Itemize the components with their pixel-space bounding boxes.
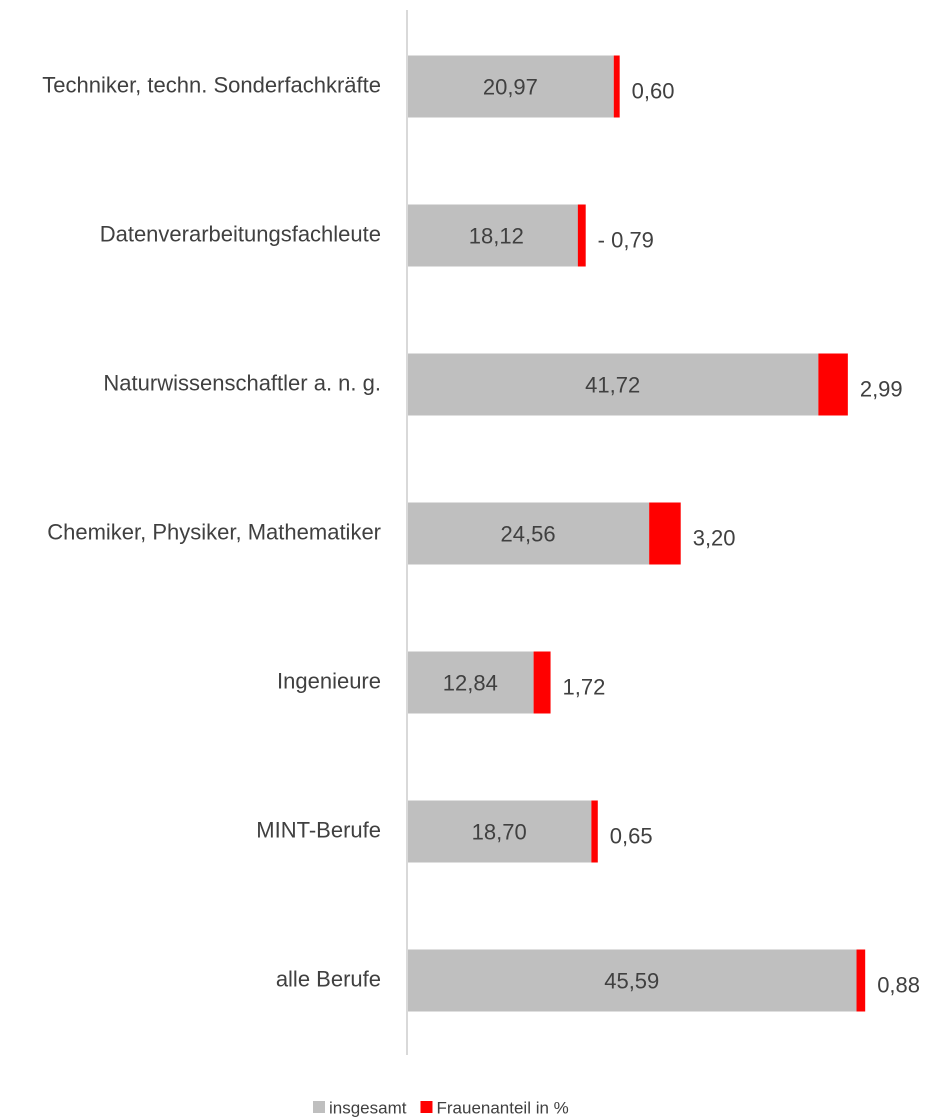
data-label: 3,20 [693, 525, 736, 550]
data-label: 18,70 [472, 819, 527, 844]
legend-swatch [313, 1101, 325, 1113]
y-tick-label: Ingenieure [277, 668, 381, 693]
data-label: 24,56 [501, 521, 556, 546]
bar-segment [649, 502, 681, 565]
data-label: 0,65 [610, 823, 653, 848]
data-label: 20,97 [483, 74, 538, 99]
y-tick-label: Naturwissenschaftler a. n. g. [103, 370, 381, 395]
legend-swatch [420, 1101, 433, 1113]
bar-segment [856, 949, 866, 1012]
y-tick-label: MINT-Berufe [256, 817, 381, 842]
y-tick-label: Chemiker, Physiker, Mathematiker [47, 519, 381, 544]
bar-segment [613, 55, 620, 118]
data-label: 41,72 [585, 372, 640, 397]
legend-label: insgesamt [329, 1098, 407, 1117]
y-tick-label: Techniker, techn. Sonderfachkräfte [42, 72, 381, 97]
bar-segment [407, 55, 614, 118]
bar-segment [818, 353, 848, 416]
y-tick-label: Datenverarbeitungsfachleute [100, 221, 381, 246]
data-label: - 0,79 [598, 227, 654, 252]
bar-segment [407, 502, 650, 565]
data-label: 0,60 [632, 78, 675, 103]
bar-segment [533, 651, 551, 714]
data-label: 18,12 [469, 223, 524, 248]
data-label: 1,72 [563, 674, 606, 699]
data-label: 0,88 [877, 972, 920, 997]
bar-segment [591, 800, 598, 863]
bar-segment [407, 204, 586, 267]
bar-segment [407, 949, 857, 1012]
data-label: 12,84 [443, 670, 498, 695]
bar-segment [407, 800, 592, 863]
bar-segment [407, 353, 819, 416]
legend-label: Frauenanteil in % [436, 1098, 568, 1117]
data-label: 45,59 [604, 968, 659, 993]
data-label: 2,99 [860, 376, 903, 401]
legend: insgesamt Frauenanteil in % [313, 1098, 569, 1117]
bar-segment [407, 651, 534, 714]
bar-segment [577, 204, 586, 267]
y-tick-label: alle Berufe [276, 966, 381, 991]
